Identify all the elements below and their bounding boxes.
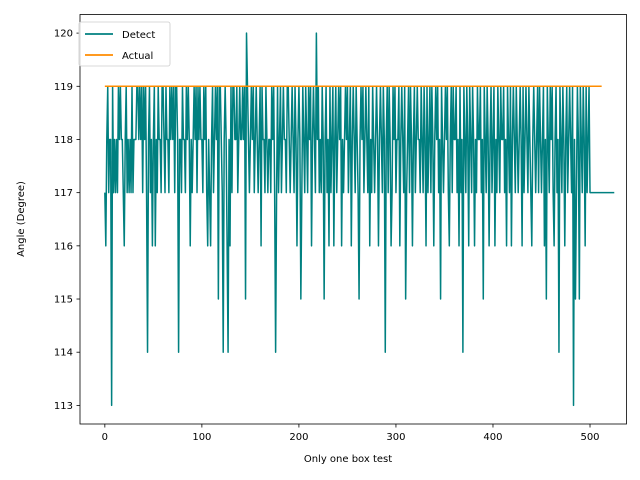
y-tick-label: 117 xyxy=(54,188,73,199)
x-axis-label: Only one box test xyxy=(304,454,392,465)
x-tick-label: 100 xyxy=(192,432,211,443)
legend: Detect Actual xyxy=(78,21,171,67)
series-line-detect xyxy=(104,32,615,407)
x-tick-label: 0 xyxy=(102,432,108,443)
plot-frame xyxy=(79,14,627,425)
legend-detect-label: Detect xyxy=(122,30,155,41)
y-tick-label: 119 xyxy=(54,82,73,93)
x-tick-label: 300 xyxy=(386,432,405,443)
series-layer xyxy=(104,32,615,407)
y-tick-label: 118 xyxy=(54,135,73,146)
x-tick-label: 400 xyxy=(483,432,502,443)
y-tick-label: 113 xyxy=(54,401,73,412)
legend-actual-label: Actual xyxy=(122,51,153,62)
x-tick-label: 500 xyxy=(580,432,599,443)
y-tick-label: 116 xyxy=(54,241,73,252)
y-tick-label: 115 xyxy=(54,295,73,306)
y-axis: 113 114 115 116 117 118 119 120 xyxy=(54,29,80,412)
y-axis-label: Angle (Degree) xyxy=(16,181,27,257)
y-tick-label: 120 xyxy=(54,29,73,40)
y-tick-label: 114 xyxy=(54,348,73,359)
x-axis: 0 100 200 300 400 500 xyxy=(102,424,600,443)
x-tick-label: 200 xyxy=(289,432,308,443)
